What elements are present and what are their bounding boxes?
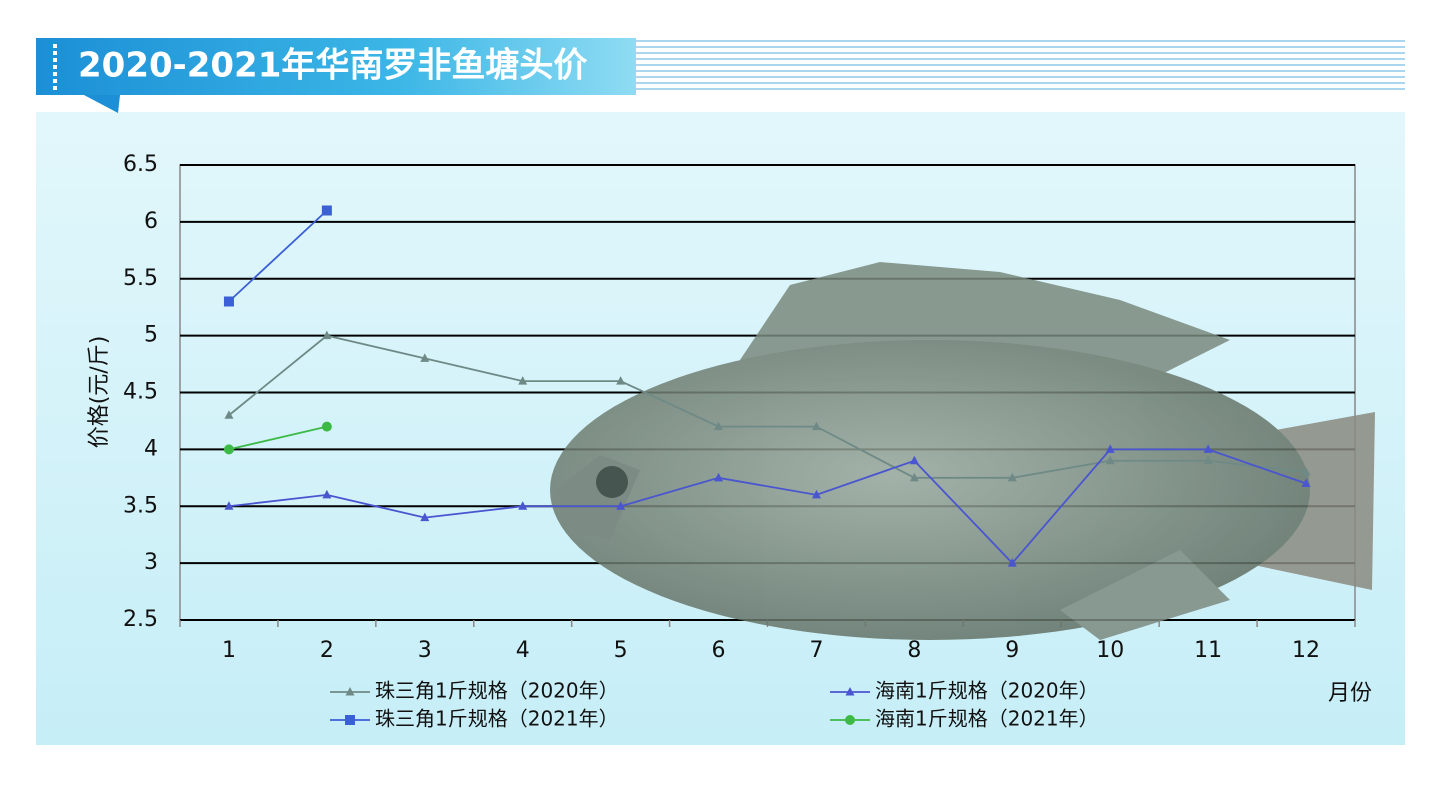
legend-label: 珠三角1斤规格（2020年） [375, 679, 619, 703]
x-tick-label: 3 [418, 638, 432, 663]
x-tick-label: 12 [1292, 638, 1320, 663]
banner-stripes [636, 40, 1405, 90]
point [322, 489, 332, 499]
point [714, 421, 724, 431]
legend-label: 珠三角1斤规格（2021年） [375, 707, 619, 731]
series-line [228, 425, 328, 451]
x-tick-label: 8 [907, 638, 921, 663]
banner-tail [84, 95, 120, 113]
x-tick-label: 5 [614, 638, 628, 663]
x-tick-label: 1 [222, 638, 236, 663]
point [1105, 455, 1115, 465]
point [909, 472, 919, 482]
point [223, 296, 234, 307]
point [811, 489, 821, 499]
y-tick-label: 2.5 [123, 607, 158, 632]
x-tick-label: 7 [809, 638, 823, 663]
y-tick-label: 4 [144, 436, 158, 461]
y-tick-label: 4.5 [123, 380, 158, 405]
point [616, 376, 626, 385]
y-tick-label: 3 [144, 550, 158, 575]
x-tick-label: 2 [320, 638, 334, 663]
point [224, 410, 234, 419]
point [223, 444, 234, 455]
point [714, 472, 724, 482]
x-tick-label: 11 [1194, 638, 1222, 663]
x-axis-label: 月份 [1328, 681, 1372, 706]
point [1105, 444, 1115, 453]
y-tick-label: 3.5 [123, 493, 158, 518]
point [322, 330, 332, 340]
series-line [228, 209, 328, 303]
point [518, 501, 528, 510]
point [616, 501, 626, 510]
point [909, 455, 919, 465]
point [1301, 478, 1311, 487]
point [845, 687, 855, 696]
series-line [228, 448, 1307, 565]
series-line [228, 334, 1307, 479]
legend: 珠三角1斤规格（2020年） 海南1斤规格（2020年） 珠三角1斤规格（2021年… [330, 679, 1099, 731]
point [1007, 472, 1017, 482]
point [321, 421, 332, 432]
fish-illustration [550, 262, 1375, 640]
y-axis-label: 价格(元/斤) [87, 336, 112, 449]
point [224, 501, 234, 510]
title-banner [36, 38, 636, 95]
x-tick-label: 6 [712, 638, 726, 663]
point [811, 421, 821, 431]
series-layer [223, 205, 1311, 567]
y-tick-label: 5 [144, 323, 158, 348]
point [420, 512, 430, 522]
point [1007, 558, 1017, 567]
y-tick-label: 6 [144, 209, 158, 234]
point [420, 353, 430, 362]
y-tick-label: 6.5 [123, 152, 158, 177]
point [1301, 467, 1311, 476]
legend-label: 海南1斤规格（2021年） [875, 707, 1099, 731]
chart-title: 2020-2021年华南罗非鱼塘头价 [78, 46, 587, 86]
legend-label: 海南1斤规格（2020年） [875, 679, 1099, 703]
y-tick-label: 5.5 [123, 266, 158, 291]
x-tick-label: 10 [1096, 638, 1124, 663]
x-tick-label: 9 [1005, 638, 1019, 663]
point [845, 715, 855, 725]
point [1203, 455, 1213, 465]
point [1203, 444, 1213, 453]
point [518, 376, 528, 385]
x-tick-label: 4 [516, 638, 530, 663]
point [321, 205, 332, 216]
point [345, 687, 355, 696]
point [345, 715, 355, 725]
